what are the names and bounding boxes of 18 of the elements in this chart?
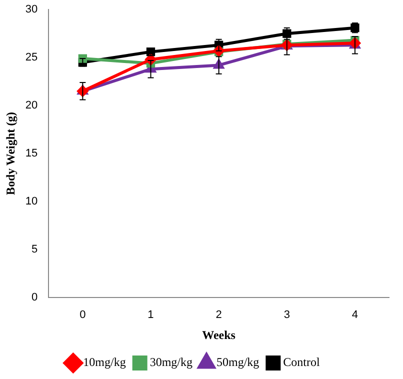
legend-label: Control xyxy=(283,355,320,370)
y-tick-label: 20 xyxy=(25,100,38,112)
legend-label: 10mg/kg xyxy=(83,355,126,370)
y-axis-title: Body Weight (g) xyxy=(3,112,18,196)
x-tick-label: 4 xyxy=(352,309,358,322)
y-tick-label: 10 xyxy=(25,196,38,208)
x-tick-label: 0 xyxy=(80,309,86,322)
y-tick-label: 5 xyxy=(32,243,38,256)
y-tick-label: 0 xyxy=(32,291,38,304)
legend-label: 30mg/kg xyxy=(150,355,193,370)
x-tick-label: 3 xyxy=(284,309,290,322)
x-axis-title: Weeks xyxy=(202,328,236,342)
y-tick-label: 15 xyxy=(25,148,38,160)
x-tick-label: 1 xyxy=(148,309,154,322)
y-tick-label: 30 xyxy=(25,4,38,16)
legend-label: 50mg/kg xyxy=(216,355,260,370)
y-tick-label: 25 xyxy=(25,52,38,64)
x-tick-label: 2 xyxy=(216,309,222,322)
